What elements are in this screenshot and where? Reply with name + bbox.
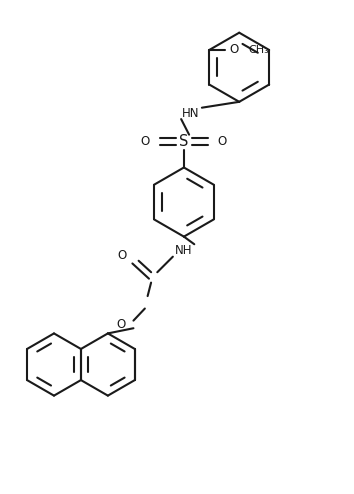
Text: O: O: [116, 318, 125, 331]
Text: HN: HN: [182, 107, 200, 121]
Text: CH₃: CH₃: [249, 45, 269, 55]
Text: O: O: [229, 43, 238, 56]
Text: O: O: [218, 135, 227, 148]
Text: NH: NH: [175, 244, 193, 257]
Text: S: S: [179, 134, 189, 149]
Text: O: O: [141, 135, 150, 148]
Text: O: O: [118, 249, 127, 262]
